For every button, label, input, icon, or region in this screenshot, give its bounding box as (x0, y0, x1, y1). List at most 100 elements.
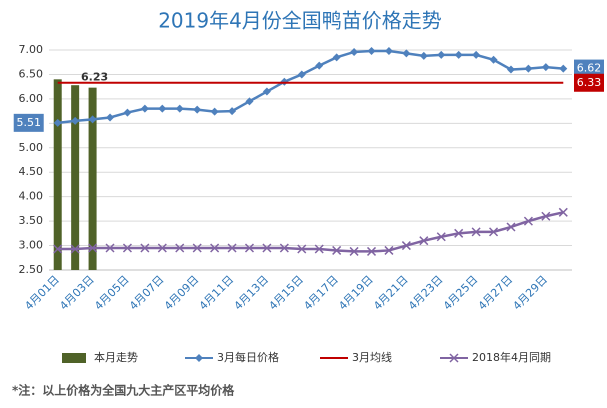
y-tick-label: 4.50 (19, 165, 44, 178)
marker (228, 107, 237, 116)
marker (401, 241, 411, 251)
y-tick-label: 6.50 (19, 67, 44, 80)
marker (175, 104, 184, 113)
marker (122, 243, 132, 253)
marker (140, 104, 149, 113)
marker (297, 70, 306, 79)
marker (332, 245, 342, 255)
line (57, 49, 564, 125)
legend-label: 3月均线 (352, 350, 392, 364)
marker (297, 244, 307, 254)
marker (245, 97, 254, 106)
marker (106, 113, 115, 122)
marker (158, 104, 167, 113)
marker (524, 64, 533, 73)
marker (559, 64, 568, 73)
marker (558, 207, 568, 217)
legend-marker (195, 354, 203, 362)
x-tick-label: 4月25日 (441, 273, 481, 313)
marker (436, 232, 446, 242)
marker (332, 53, 341, 62)
line (57, 211, 564, 253)
label-box (13, 113, 44, 132)
marker (506, 222, 516, 232)
y-tick-label: 5.00 (19, 141, 44, 154)
marker (70, 244, 80, 254)
marker (350, 47, 359, 56)
marker (88, 115, 97, 124)
marker (105, 243, 115, 253)
marker (262, 243, 272, 253)
marker (489, 227, 499, 237)
data-label: 5.51 (16, 116, 41, 129)
marker (53, 244, 63, 254)
x-tick-label: 4月19日 (336, 273, 376, 313)
marker (262, 87, 271, 96)
x-tick-label: 4月11日 (197, 273, 237, 313)
x-tick-label: 4月29日 (510, 273, 550, 313)
marker (71, 116, 80, 125)
footnote: *注：以上价格为全国九大主产区平均价格 (12, 383, 235, 398)
x-tick-label: 4月15日 (266, 273, 306, 313)
marker (123, 108, 132, 117)
marker (53, 118, 62, 127)
legend-marker (449, 353, 459, 363)
bar (88, 87, 97, 271)
data-label: 6.62 (577, 62, 602, 75)
x-tick-label: 4月03日 (57, 273, 97, 313)
marker (88, 243, 98, 253)
y-tick-label: 6.00 (19, 92, 44, 105)
marker (541, 211, 551, 221)
marker (349, 246, 359, 256)
x-tick-label: 4月27日 (476, 273, 516, 313)
x-tick-label: 4月23日 (406, 273, 446, 313)
legend-label: 本月走势 (94, 350, 138, 364)
label-box (574, 73, 604, 92)
marker (367, 46, 376, 55)
marker (227, 243, 237, 253)
marker (419, 236, 429, 246)
marker (489, 55, 498, 64)
bar (71, 85, 80, 270)
data-label: 6.23 (81, 71, 108, 84)
marker (454, 228, 464, 238)
y-tick-label: 7.00 (19, 43, 44, 56)
x-tick-label: 4月07日 (127, 273, 167, 313)
marker (192, 243, 202, 253)
marker (175, 243, 185, 253)
marker (193, 105, 202, 114)
x-tick-label: 4月01日 (22, 273, 62, 313)
x-tick-label: 4月13日 (232, 273, 272, 313)
marker (315, 61, 324, 70)
marker (437, 50, 446, 59)
chart-title: 2019年4月份全国鸭苗价格走势 (158, 9, 442, 33)
marker (140, 243, 150, 253)
marker (279, 243, 289, 253)
y-tick-label: 4.00 (19, 190, 44, 203)
marker (210, 107, 219, 116)
marker (384, 245, 394, 255)
marker (454, 50, 463, 59)
marker (523, 216, 533, 226)
marker (402, 49, 411, 58)
marker (472, 50, 481, 59)
marker (471, 227, 481, 237)
bar (53, 79, 62, 270)
x-tick-label: 4月05日 (92, 273, 132, 313)
marker (366, 246, 377, 256)
marker (210, 243, 220, 253)
legend-swatch (62, 353, 86, 363)
marker (157, 243, 167, 253)
x-tick-label: 4月21日 (371, 273, 411, 313)
marker (541, 63, 550, 72)
label-box (574, 59, 604, 78)
marker (419, 51, 428, 60)
y-tick-label: 3.50 (19, 214, 44, 227)
y-tick-label: 2.50 (19, 263, 44, 276)
legend-label: 2018年4月同期 (472, 350, 551, 364)
legend-label: 3月每日价格 (217, 350, 279, 364)
y-tick-label: 3.00 (19, 239, 44, 252)
x-tick-label: 4月17日 (301, 273, 341, 313)
marker (384, 46, 393, 55)
